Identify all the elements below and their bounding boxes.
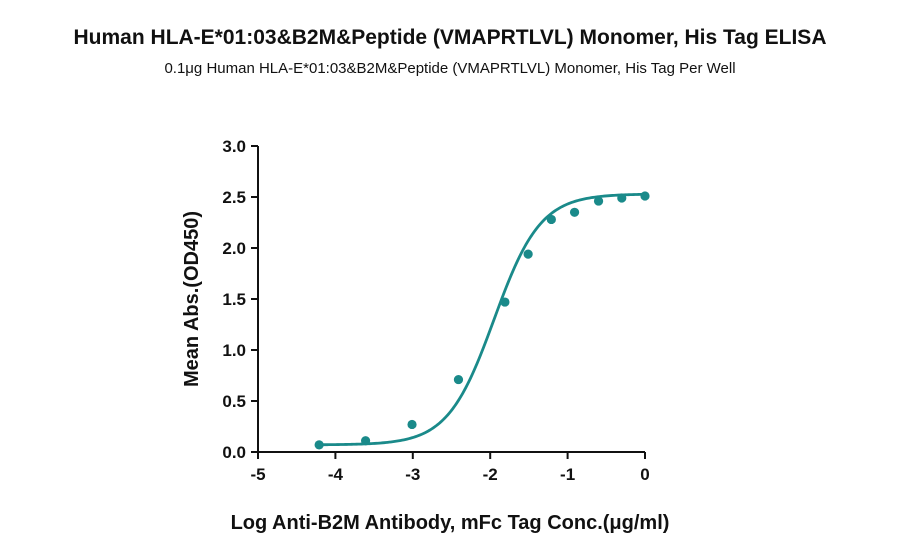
chart-title: Human HLA-E*01:03&B2M&Peptide (VMAPRTLVL… bbox=[73, 26, 827, 49]
y-tick-label: 1.0 bbox=[222, 341, 246, 360]
data-point bbox=[453, 374, 464, 385]
x-tick-label: -5 bbox=[250, 465, 265, 484]
data-point bbox=[314, 440, 324, 450]
data-point bbox=[523, 249, 533, 259]
data-points bbox=[314, 191, 650, 450]
axes bbox=[257, 146, 645, 453]
ticks: -5 -4 -3 -2 -1 0 0.0 0.5 1.0 1.5 2.0 2.5 3.0 bbox=[222, 137, 649, 484]
y-tick-label: 2.5 bbox=[222, 188, 246, 207]
data-point bbox=[593, 196, 604, 206]
data-point bbox=[546, 214, 556, 225]
y-tick-label: 1.5 bbox=[222, 290, 246, 309]
data-point bbox=[569, 207, 580, 217]
chart-subtitle: 0.1μg Human HLA-E*01:03&B2M&Peptide (VMA… bbox=[164, 60, 736, 77]
y-tick-label: 0.5 bbox=[222, 392, 246, 411]
y-tick-label: 3.0 bbox=[222, 137, 246, 156]
x-tick-label: -1 bbox=[560, 465, 575, 484]
data-point bbox=[640, 191, 650, 201]
data-point bbox=[500, 297, 510, 307]
fit-curve-group bbox=[319, 192, 646, 447]
data-point bbox=[407, 419, 417, 430]
x-tick-label: -4 bbox=[328, 465, 344, 484]
fit-curve bbox=[319, 192, 646, 447]
x-tick-label: -3 bbox=[405, 465, 420, 484]
data-point bbox=[617, 193, 627, 203]
x-tick-label: 0 bbox=[640, 465, 649, 484]
y-tick-label: 2.0 bbox=[222, 239, 246, 258]
y-tick-label: 0.0 bbox=[222, 443, 246, 462]
y-axis-title: Mean Abs.(OD450) bbox=[181, 211, 203, 387]
x-tick-label: -2 bbox=[483, 465, 498, 484]
x-axis-title: Log Anti-B2M Antibody, mFc Tag Conc.(μg/… bbox=[231, 512, 670, 534]
data-point bbox=[360, 436, 371, 446]
